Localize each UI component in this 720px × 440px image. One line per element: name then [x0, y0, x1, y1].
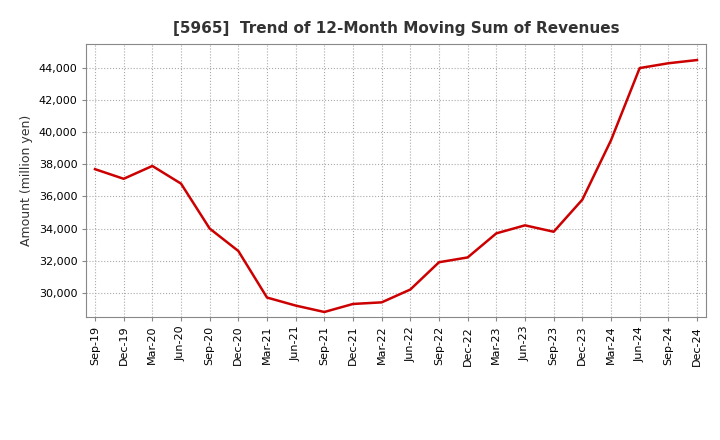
Y-axis label: Amount (million yen): Amount (million yen) — [20, 115, 33, 246]
Title: [5965]  Trend of 12-Month Moving Sum of Revenues: [5965] Trend of 12-Month Moving Sum of R… — [173, 21, 619, 36]
